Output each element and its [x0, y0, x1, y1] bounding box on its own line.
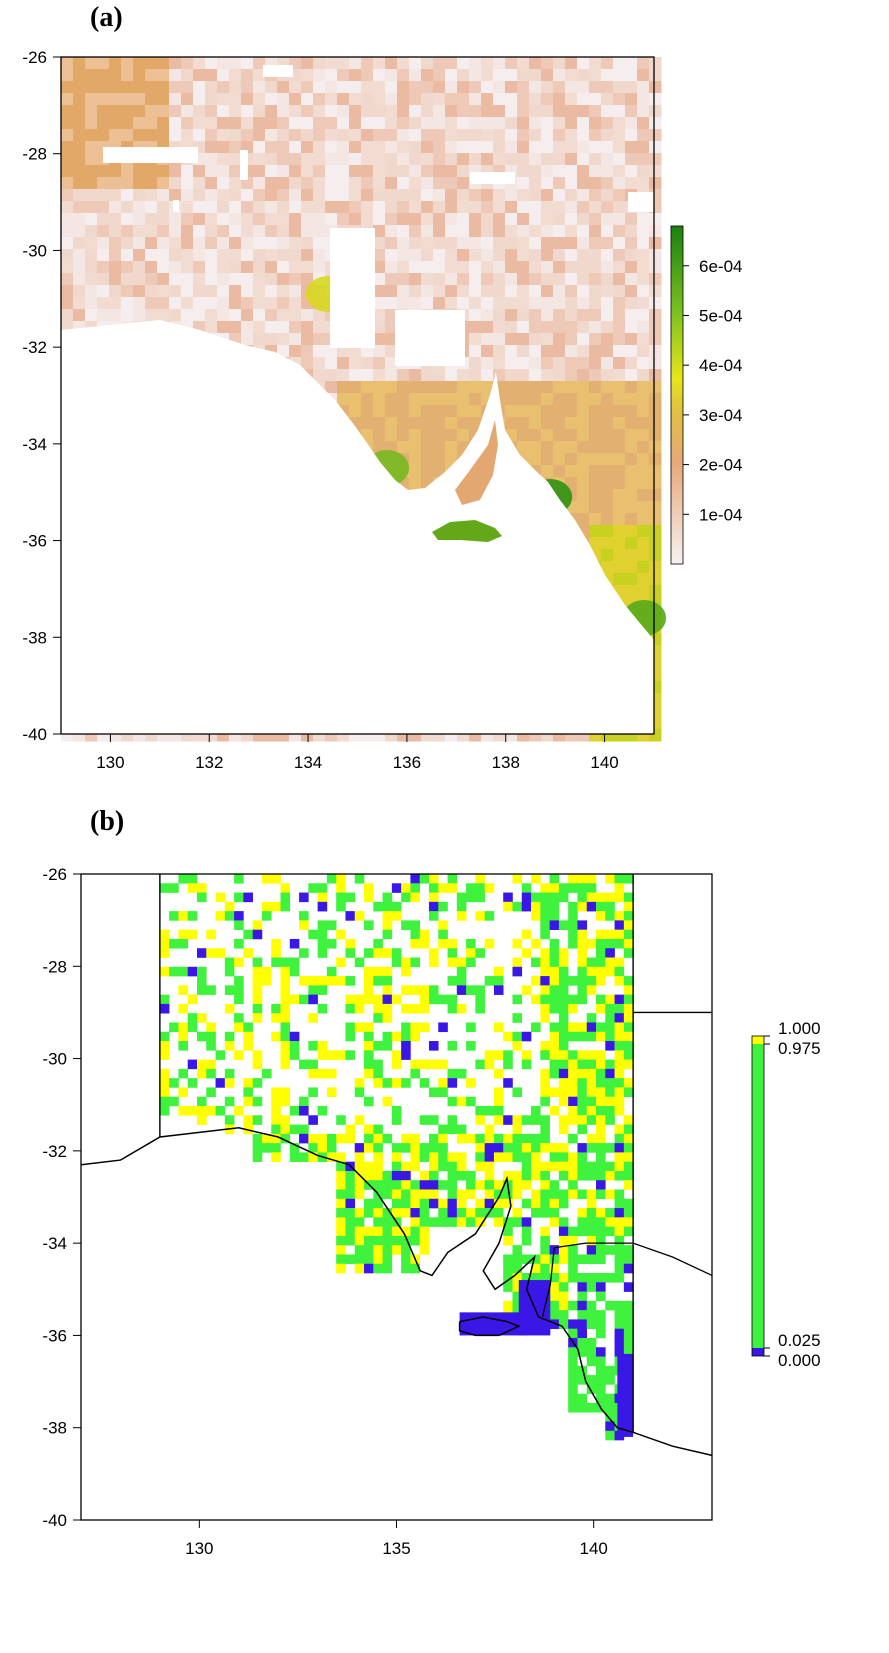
panel-b-borders [80, 874, 713, 1457]
panel-b-x-tick-label: 130 [185, 1539, 213, 1558]
panel-a-x-tick-label: 134 [294, 753, 322, 772]
panel-b-legend-green [752, 1044, 764, 1348]
panel-a-label: (a) [90, 2, 123, 33]
panel-a-y-tick-label: -28 [22, 145, 47, 164]
panel-a-legend-tick-label: 3e-04 [699, 406, 742, 425]
panel-b-y-tick-label: -36 [42, 1326, 67, 1345]
panel-b-x-tick-label: 135 [382, 1539, 410, 1558]
panel-a-y-tick-label: -26 [22, 48, 47, 67]
panel-a-y-tick-label: -30 [22, 241, 47, 260]
panel-a-ocean-mask [61, 320, 654, 734]
panel-a-x-tick-label: 130 [96, 753, 124, 772]
panel-b-legend-yellow [752, 1036, 764, 1044]
panel-b-y-tick-label: -40 [42, 1511, 67, 1530]
panel-a-y-tick-label: -38 [22, 628, 47, 647]
panel-b-y-axis: -26 -28 -30 -32 -34 -36 -38 -40 [42, 865, 81, 1530]
panel-a-legend: 6e-04 5e-04 4e-04 3e-04 2e-04 1e-04 [670, 225, 742, 565]
panel-a-y-tick-label: -36 [22, 532, 47, 551]
panel-b-legend-tick-label: 0.000 [778, 1351, 821, 1370]
panel-a-x-tick-label: 138 [492, 753, 520, 772]
panel-b-y-tick-label: -34 [42, 1234, 67, 1253]
panel-a-legend-tick-label: 2e-04 [699, 456, 742, 475]
panel-b-y-tick-label: -38 [42, 1419, 67, 1438]
panel-b-label: (b) [90, 806, 125, 837]
panel-a-y-tick-label: -32 [22, 338, 47, 357]
panel-b-y-tick-label: -30 [42, 1050, 67, 1069]
panel-a-legend-tick-label: 1e-04 [699, 505, 742, 524]
panel-b-legend-tick-label: 0.975 [778, 1039, 821, 1058]
panel-b-x-tick-label: 140 [580, 1539, 608, 1558]
panel-b-y-tick-label: -28 [42, 957, 67, 976]
panel-b-x-axis: 130 135 140 [185, 1520, 608, 1558]
panel-a-legend-bar [670, 225, 684, 565]
panel-a-x-tick-label: 140 [590, 753, 618, 772]
panel-b-y-tick-label: -26 [42, 865, 67, 884]
panel-a-map: 130 132 134 136 138 140 -26 -28 -30 -32 -34 -36 -38… [22, 48, 742, 772]
panel-a-legend-tick-label: 5e-04 [699, 306, 742, 325]
panel-b-legend-blue [752, 1348, 764, 1356]
panel-a-y-tick-label: -34 [22, 435, 47, 454]
panel-b-legend-tick-label: 1.000 [778, 1019, 821, 1038]
panel-b-map: 130 135 140 -26 -28 -30 -32 -34 -36 -38 -40 1.000… [42, 865, 821, 1558]
panel-a-y-tick-label: -40 [22, 725, 47, 744]
panel-a-legend-tick-label: 4e-04 [699, 356, 742, 375]
panel-b-legend-tick-label: 0.025 [778, 1331, 821, 1350]
panel-a-x-tick-label: 136 [393, 753, 421, 772]
panel-a-plot-frame [60, 56, 655, 735]
panel-b-cells [159, 874, 634, 1441]
panel-a-x-axis: 130 132 134 136 138 140 [96, 734, 619, 772]
panel-a-x-tick-label: 132 [195, 753, 223, 772]
panel-b-y-tick-label: -32 [42, 1142, 67, 1161]
panel-a-legend-tick-label: 6e-04 [699, 257, 742, 276]
panel-a-y-axis: -26 -28 -30 -32 -34 -36 -38 -40 [22, 48, 61, 744]
